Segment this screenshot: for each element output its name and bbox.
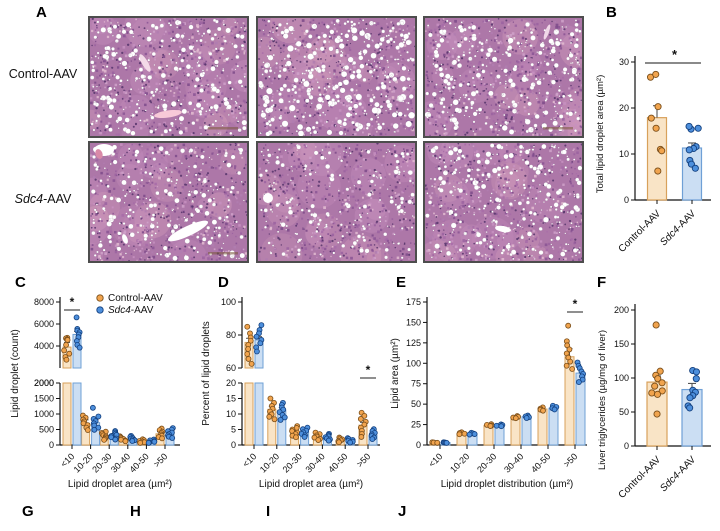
lipid-droplets — [425, 19, 582, 135]
panel-label-g: G — [22, 503, 34, 520]
row-label-sdc4-aav: Sdc4-AAV — [0, 192, 86, 206]
y-axis-label: Liver triglycerides (µg/mg of liver) — [597, 330, 608, 470]
x-axis-label: Lipid droplet area (µm²) — [259, 479, 363, 490]
nuclei-dots — [90, 143, 247, 261]
lipid-droplets — [259, 144, 415, 260]
lipid-droplets — [425, 143, 582, 260]
panel-label-d: D — [218, 274, 229, 291]
scatter-points-sdc4 — [73, 314, 176, 446]
panel-label-h: H — [130, 503, 141, 520]
histology-micrograph — [425, 18, 582, 136]
row-label-sdc4-italic: Sdc4 — [14, 192, 44, 206]
histology-image-sdc4-2 — [256, 141, 417, 263]
scale-bar — [208, 127, 238, 130]
x-axis-label: Lipid droplet area (µm²) — [68, 479, 172, 490]
chart-percent-of-lipid-droplets: 0 5 10 15 20 60 80 100 Percent of lipid droplets… — [196, 282, 382, 531]
vessels — [139, 54, 182, 118]
y-axis-label: Total lipid droplet area (µm²) — [595, 75, 606, 193]
scatter-points-sdc4 — [253, 322, 378, 446]
significance-marker: * — [567, 297, 583, 313]
panel-label-b: B — [606, 4, 617, 21]
y-axis-label: Lipid droplet (count) — [10, 329, 21, 417]
histology-micrograph — [90, 18, 247, 136]
vessels — [543, 24, 551, 40]
x-axis-label: Lipid droplet distribution (µm²) — [441, 479, 573, 490]
scatter-points-sdc4 — [440, 359, 586, 446]
scatter-points-control — [61, 334, 166, 446]
row-label-sdc4-text: -AAV — [43, 192, 72, 206]
x-tick-label-sdc4: Sdc4-AAV — [658, 208, 698, 248]
nuclei-dots — [427, 18, 582, 136]
scale-bar — [208, 252, 238, 255]
panel-label-i: I — [266, 503, 271, 520]
chart-lipid-droplet-count: 0 500 1000 1500 2000 2000 4000 6000 8000 Lipid dr… — [8, 282, 194, 531]
y-axis-label: Percent of lipid droplets — [201, 321, 212, 426]
significance-marker: * — [645, 47, 701, 64]
histology-micrograph — [425, 143, 582, 261]
histology-image-control-1 — [88, 16, 249, 138]
scatter-points-control — [648, 321, 666, 418]
scatter-points-control — [429, 322, 576, 446]
chart-liver-triglycerides: 0 50 100 150 200 Liver triglycerides (µg/mg o… — [591, 282, 720, 531]
x-tick-label-control: Control-AAV — [617, 454, 664, 501]
panel-label-e: E — [396, 274, 407, 291]
significance-marker: * — [360, 363, 376, 379]
scatter-points-sdc4 — [685, 122, 702, 172]
scale-bar — [543, 127, 573, 130]
histology-micrograph — [258, 18, 415, 136]
histology-image-control-2 — [256, 16, 417, 138]
vessels — [263, 193, 273, 203]
histology-micrograph — [90, 143, 247, 261]
scatter-points-control — [244, 323, 369, 446]
row-label-control-text: Control-AAV — [8, 67, 78, 81]
y-axis-label: Lipid area (µm²) — [390, 338, 401, 409]
significance-marker: * — [64, 295, 80, 311]
row-label-control-aav: Control-AAV — [0, 67, 86, 81]
lipid-droplets — [258, 18, 415, 136]
panel-label-c: C — [15, 274, 26, 291]
histology-micrograph — [258, 143, 415, 261]
histology-image-sdc4-3 — [423, 141, 584, 263]
chart-total-lipid-droplet-area: 0 10 20 30 Total lipid droplet area (µm²) Con… — [591, 30, 720, 275]
vessels — [94, 144, 209, 244]
panel-label-j: J — [398, 503, 407, 520]
histology-image-sdc4-1 — [88, 141, 249, 263]
histology-image-control-3 — [423, 16, 584, 138]
x-tick-label-sdc4: Sdc4-AAV — [658, 454, 698, 494]
x-tick-label-control: Control-AAV — [617, 208, 664, 255]
scatter-points-sdc4 — [684, 366, 700, 412]
y-axis — [426, 297, 587, 446]
panel-label-f: F — [597, 274, 607, 291]
bar-sdc4 — [681, 147, 703, 201]
lipid-droplets — [90, 144, 245, 261]
scatter-points-control — [646, 70, 666, 175]
tissue-speckles — [258, 18, 415, 136]
chart-lipid-area: 0 25 50 75 100 125 150 175 Lipid area (µm²) <10 10… — [385, 282, 595, 531]
panel-label-a: A — [36, 4, 47, 21]
vessels — [495, 225, 511, 233]
